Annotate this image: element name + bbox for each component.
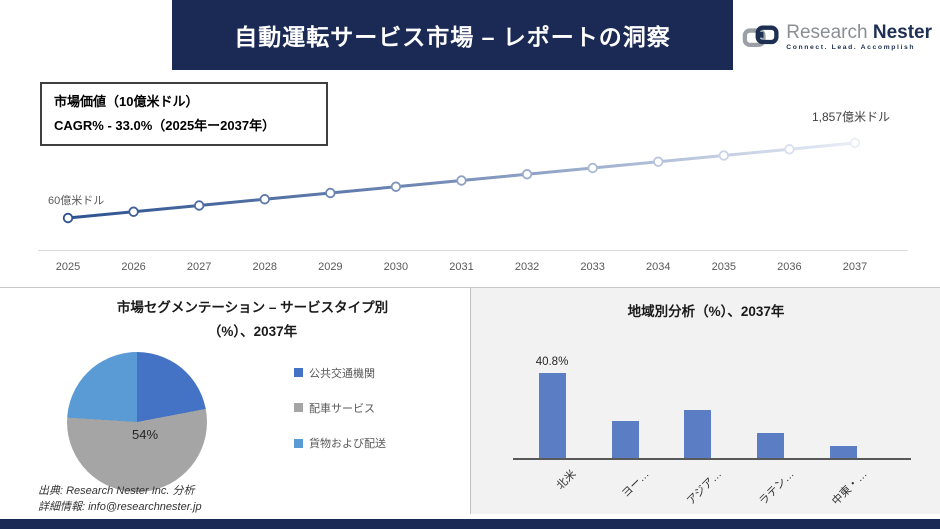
legend-item-label: 配車サービス (309, 402, 375, 415)
legend-item-label: 公共交通機関 (309, 367, 375, 380)
end-value-label: 1,857億米ドル (812, 110, 891, 124)
line-data-point (718, 150, 730, 161)
brand-tagline: Connect. Lead. Accomplish (786, 43, 916, 51)
year-tick-label: 2029 (318, 261, 343, 273)
source-line: 出典: Research Nester Inc. 分析 (38, 485, 195, 497)
bar (611, 420, 639, 458)
bar (538, 373, 566, 458)
line-data-point (849, 137, 861, 149)
brand-research: Research (786, 21, 868, 43)
line-data-point (521, 169, 533, 180)
line-data-point (259, 194, 270, 205)
line-data-point (587, 162, 598, 174)
year-tick-label: 2036 (777, 261, 802, 273)
regional-bar-chart: 40.8% 北米 ヨー… アジア… ラテン… 中東・… (471, 288, 940, 514)
pie-chart-title: 市場セグメンテーション – サービスタイプ別 （%）、2037年 (116, 300, 389, 339)
x-axis-year-labels: 2025 2026 2027 2028 2029 2030 2031 2032 2033 2034… (0, 261, 940, 277)
year-tick-label: 2031 (449, 261, 474, 273)
bar-category-label: アジア… (684, 468, 725, 508)
bar-category-label: ラテン… (757, 468, 797, 508)
start-value-label: 60億米ドル (48, 195, 105, 207)
bar-data-label: 40.8% (535, 356, 569, 368)
brand-text: Research Nester Connect. Lead. Accomplis… (786, 23, 932, 52)
segmentation-pie-chart (67, 352, 207, 492)
legend-item: 貨物および配送 (294, 435, 438, 451)
line-data-point (653, 156, 664, 167)
header-title-bar: 自動運転サービス市場 – レポートの洞察 (172, 0, 733, 70)
legend-swatch (294, 438, 303, 448)
year-tick-label: 2027 (186, 261, 212, 273)
legend-item-label: 貨物および配送 (309, 438, 386, 451)
line-data-point (62, 212, 74, 224)
year-tick-label: 2030 (383, 261, 409, 273)
line-data-point (784, 144, 795, 155)
year-tick-label: 2025 (55, 261, 81, 273)
section-divider (0, 287, 940, 288)
bar-category-label: ヨー… (619, 468, 652, 500)
brand-logo: Research Nester Connect. Lead. Accomplis… (742, 15, 932, 59)
trend-line (67, 141, 856, 220)
bar-category-label: 北米 (554, 468, 579, 493)
line-data-point (128, 206, 139, 217)
cagr-line: CAGR% - 33.0%（2025年ー2037年） (54, 118, 276, 133)
bar-chart-title: 地域別分析（%）、2037年 (627, 304, 785, 319)
bar-category-label: 中東・… (830, 468, 870, 508)
bar-chart-axis (513, 458, 911, 460)
line-data-point (193, 200, 205, 211)
year-tick-label: 2026 (121, 261, 146, 273)
year-tick-label: 2035 (711, 261, 737, 273)
line-data-point (325, 187, 336, 199)
chain-link-icon (742, 25, 779, 48)
legend-item: 配車サービス (294, 400, 438, 416)
bottom-accent-strip (0, 519, 940, 529)
line-data-point (456, 175, 467, 186)
bar (684, 410, 711, 458)
pie-slice-label: 54% (131, 427, 159, 442)
year-tick-label: 2033 (580, 261, 605, 273)
regional-analysis-panel: 地域別分析（%）、2037年 40.8% 北米 ヨー… アジア… ラテン… 中東・… (470, 288, 940, 514)
market-value-line: 市場価値（10億米ドル） (54, 94, 199, 109)
brand-nester: Nester (872, 21, 932, 43)
legend-swatch (294, 403, 303, 413)
market-value-box: 市場価値（10億米ドル） CAGR% - 33.0%（2025年ー2037年） (40, 82, 328, 146)
year-tick-label: 2037 (842, 261, 868, 273)
bar (756, 433, 784, 458)
page-title: 自動運転サービス市場 – レポートの洞察 (234, 24, 671, 50)
x-axis (38, 250, 908, 251)
year-tick-label: 2032 (514, 261, 540, 273)
year-tick-label: 2034 (646, 261, 671, 273)
year-tick-label: 2028 (252, 261, 277, 273)
legend-swatch (294, 368, 303, 378)
legend-item: 公共交通機関 (294, 365, 438, 381)
pie-legend: 公共交通機関 配車サービス 貨物および配送 (284, 349, 448, 467)
contact-line: 詳細情報: info@researchnester.jp (38, 501, 202, 513)
bar (829, 445, 857, 458)
source-footer: 出典: Research Nester Inc. 分析 詳細情報: info@r… (38, 483, 202, 515)
line-data-point (390, 181, 402, 192)
